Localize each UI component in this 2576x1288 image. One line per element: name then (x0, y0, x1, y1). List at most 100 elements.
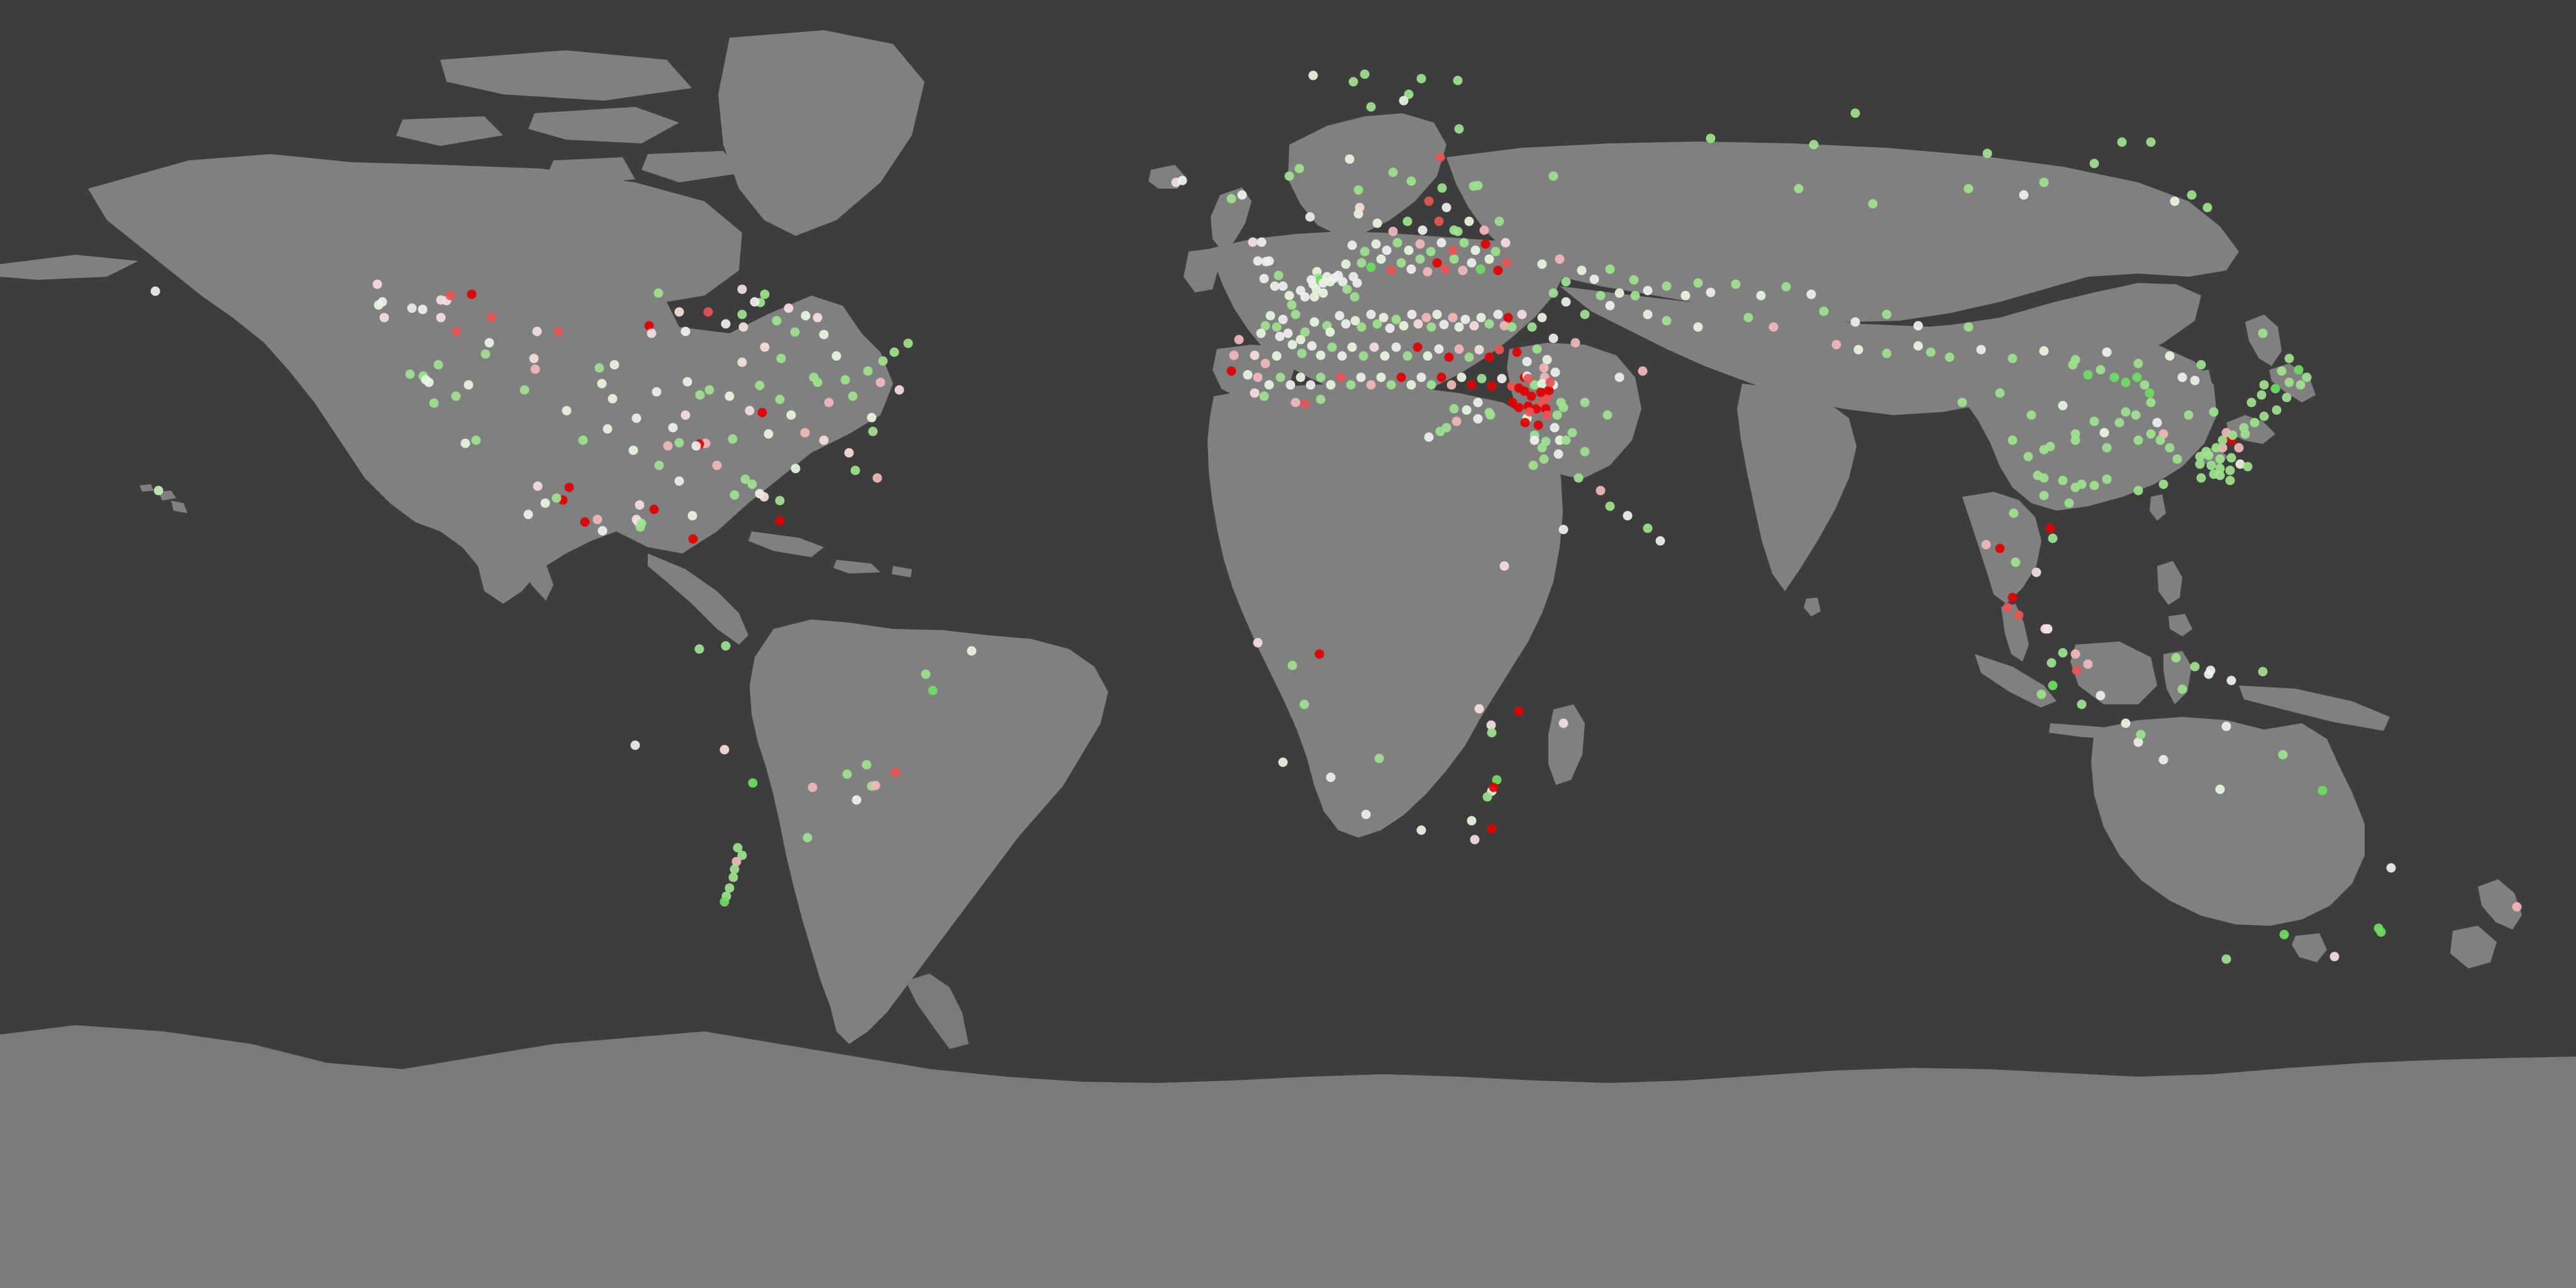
map-data-point[interactable] (1426, 380, 1436, 390)
map-data-point[interactable] (1372, 218, 1382, 228)
map-data-point[interactable] (436, 295, 446, 305)
map-data-point[interactable] (695, 390, 705, 400)
map-data-point[interactable] (2031, 567, 2041, 577)
map-data-point[interactable] (2002, 602, 2012, 613)
map-data-point[interactable] (2158, 479, 2168, 489)
map-data-point[interactable] (1253, 256, 1263, 266)
map-data-point[interactable] (1449, 225, 1459, 235)
map-data-point[interactable] (1396, 372, 1406, 382)
map-data-point[interactable] (1643, 523, 1653, 533)
map-data-point[interactable] (772, 316, 782, 326)
map-data-point[interactable] (2133, 737, 2143, 747)
map-data-point[interactable] (1388, 167, 1398, 177)
map-data-point[interactable] (1614, 372, 1624, 382)
map-data-point[interactable] (1460, 314, 1470, 325)
map-data-point[interactable] (1257, 237, 1267, 247)
map-data-point[interactable] (1284, 291, 1294, 301)
map-data-point[interactable] (2512, 902, 2522, 912)
map-data-point[interactable] (1882, 348, 1892, 358)
map-data-point[interactable] (1434, 216, 1444, 226)
map-data-point[interactable] (480, 349, 491, 359)
map-data-point[interactable] (831, 351, 841, 361)
map-data-point[interactable] (1253, 638, 1263, 648)
map-data-point[interactable] (1501, 238, 1511, 248)
map-data-point[interactable] (1537, 379, 1547, 389)
map-data-point[interactable] (1287, 660, 1297, 670)
map-data-point[interactable] (1530, 435, 1540, 445)
map-data-point[interactable] (1413, 319, 1423, 329)
map-data-point[interactable] (1539, 454, 1549, 464)
map-data-point[interactable] (2218, 435, 2228, 445)
map-data-point[interactable] (1308, 70, 1318, 80)
map-data-point[interactable] (1485, 410, 1496, 420)
map-data-point[interactable] (808, 782, 818, 792)
map-data-point[interactable] (1542, 355, 1552, 365)
map-data-point[interactable] (737, 284, 747, 294)
map-data-point[interactable] (1693, 322, 1703, 332)
map-data-point[interactable] (1406, 176, 1416, 186)
map-data-point[interactable] (1437, 183, 1447, 193)
map-data-point[interactable] (1522, 357, 1532, 367)
map-data-point[interactable] (1731, 279, 1741, 289)
map-data-point[interactable] (529, 353, 539, 364)
map-data-point[interactable] (760, 289, 770, 299)
map-data-point[interactable] (484, 338, 494, 348)
map-data-point[interactable] (1270, 281, 1280, 291)
map-data-point[interactable] (452, 326, 462, 336)
map-data-point[interactable] (2019, 190, 2029, 200)
map-data-point[interactable] (1357, 258, 1367, 268)
map-data-point[interactable] (1265, 311, 1275, 321)
map-data-point[interactable] (2145, 388, 2155, 398)
map-data-point[interactable] (1291, 397, 1301, 408)
map-data-point[interactable] (2215, 454, 2225, 464)
map-data-point[interactable] (1385, 323, 1395, 333)
map-data-point[interactable] (1341, 319, 1351, 329)
map-data-point[interactable] (405, 369, 415, 379)
map-data-point[interactable] (1374, 753, 1384, 763)
map-data-point[interactable] (1542, 410, 1552, 420)
map-data-point[interactable] (1226, 366, 1236, 376)
map-data-point[interactable] (1300, 399, 1310, 409)
map-data-point[interactable] (1407, 309, 1417, 319)
map-data-point[interactable] (2096, 365, 2106, 375)
map-data-point[interactable] (1392, 238, 1402, 248)
map-data-point[interactable] (1360, 247, 1370, 257)
map-data-point[interactable] (687, 511, 697, 521)
map-data-point[interactable] (1357, 322, 1367, 332)
map-data-point[interactable] (790, 327, 800, 337)
map-data-point[interactable] (1457, 372, 1467, 382)
map-data-point[interactable] (608, 394, 618, 404)
map-data-point[interactable] (1353, 185, 1363, 195)
map-data-point[interactable] (635, 522, 645, 532)
map-data-point[interactable] (2278, 750, 2288, 760)
map-data-point[interactable] (1449, 404, 1459, 414)
map-data-point[interactable] (680, 326, 691, 336)
map-data-point[interactable] (1423, 267, 1433, 277)
map-data-point[interactable] (594, 363, 604, 373)
map-data-point[interactable] (1514, 402, 1524, 413)
map-data-point[interactable] (2045, 441, 2055, 452)
map-data-point[interactable] (848, 391, 858, 401)
map-data-point[interactable] (1300, 327, 1310, 337)
map-data-point[interactable] (1487, 381, 1497, 391)
map-data-point[interactable] (609, 360, 619, 370)
map-data-point[interactable] (1454, 322, 1464, 332)
map-data-point[interactable] (1580, 447, 1590, 457)
map-data-point[interactable] (1421, 313, 1431, 323)
map-data-point[interactable] (850, 465, 860, 475)
map-data-point[interactable] (1467, 816, 1477, 826)
map-data-point[interactable] (597, 379, 607, 389)
map-data-point[interactable] (1499, 561, 1509, 571)
map-data-point[interactable] (2302, 372, 2312, 382)
map-data-point[interactable] (1177, 175, 1187, 186)
map-data-point[interactable] (523, 509, 533, 519)
map-data-point[interactable] (1316, 372, 1326, 382)
map-data-point[interactable] (852, 795, 862, 805)
map-data-point[interactable] (2386, 863, 2396, 873)
map-data-point[interactable] (1416, 372, 1426, 382)
map-data-point[interactable] (1482, 792, 1492, 802)
map-data-point[interactable] (1441, 203, 1452, 213)
map-data-point[interactable] (1530, 380, 1540, 390)
map-data-point[interactable] (2136, 730, 2146, 740)
map-data-point[interactable] (1470, 835, 1480, 845)
